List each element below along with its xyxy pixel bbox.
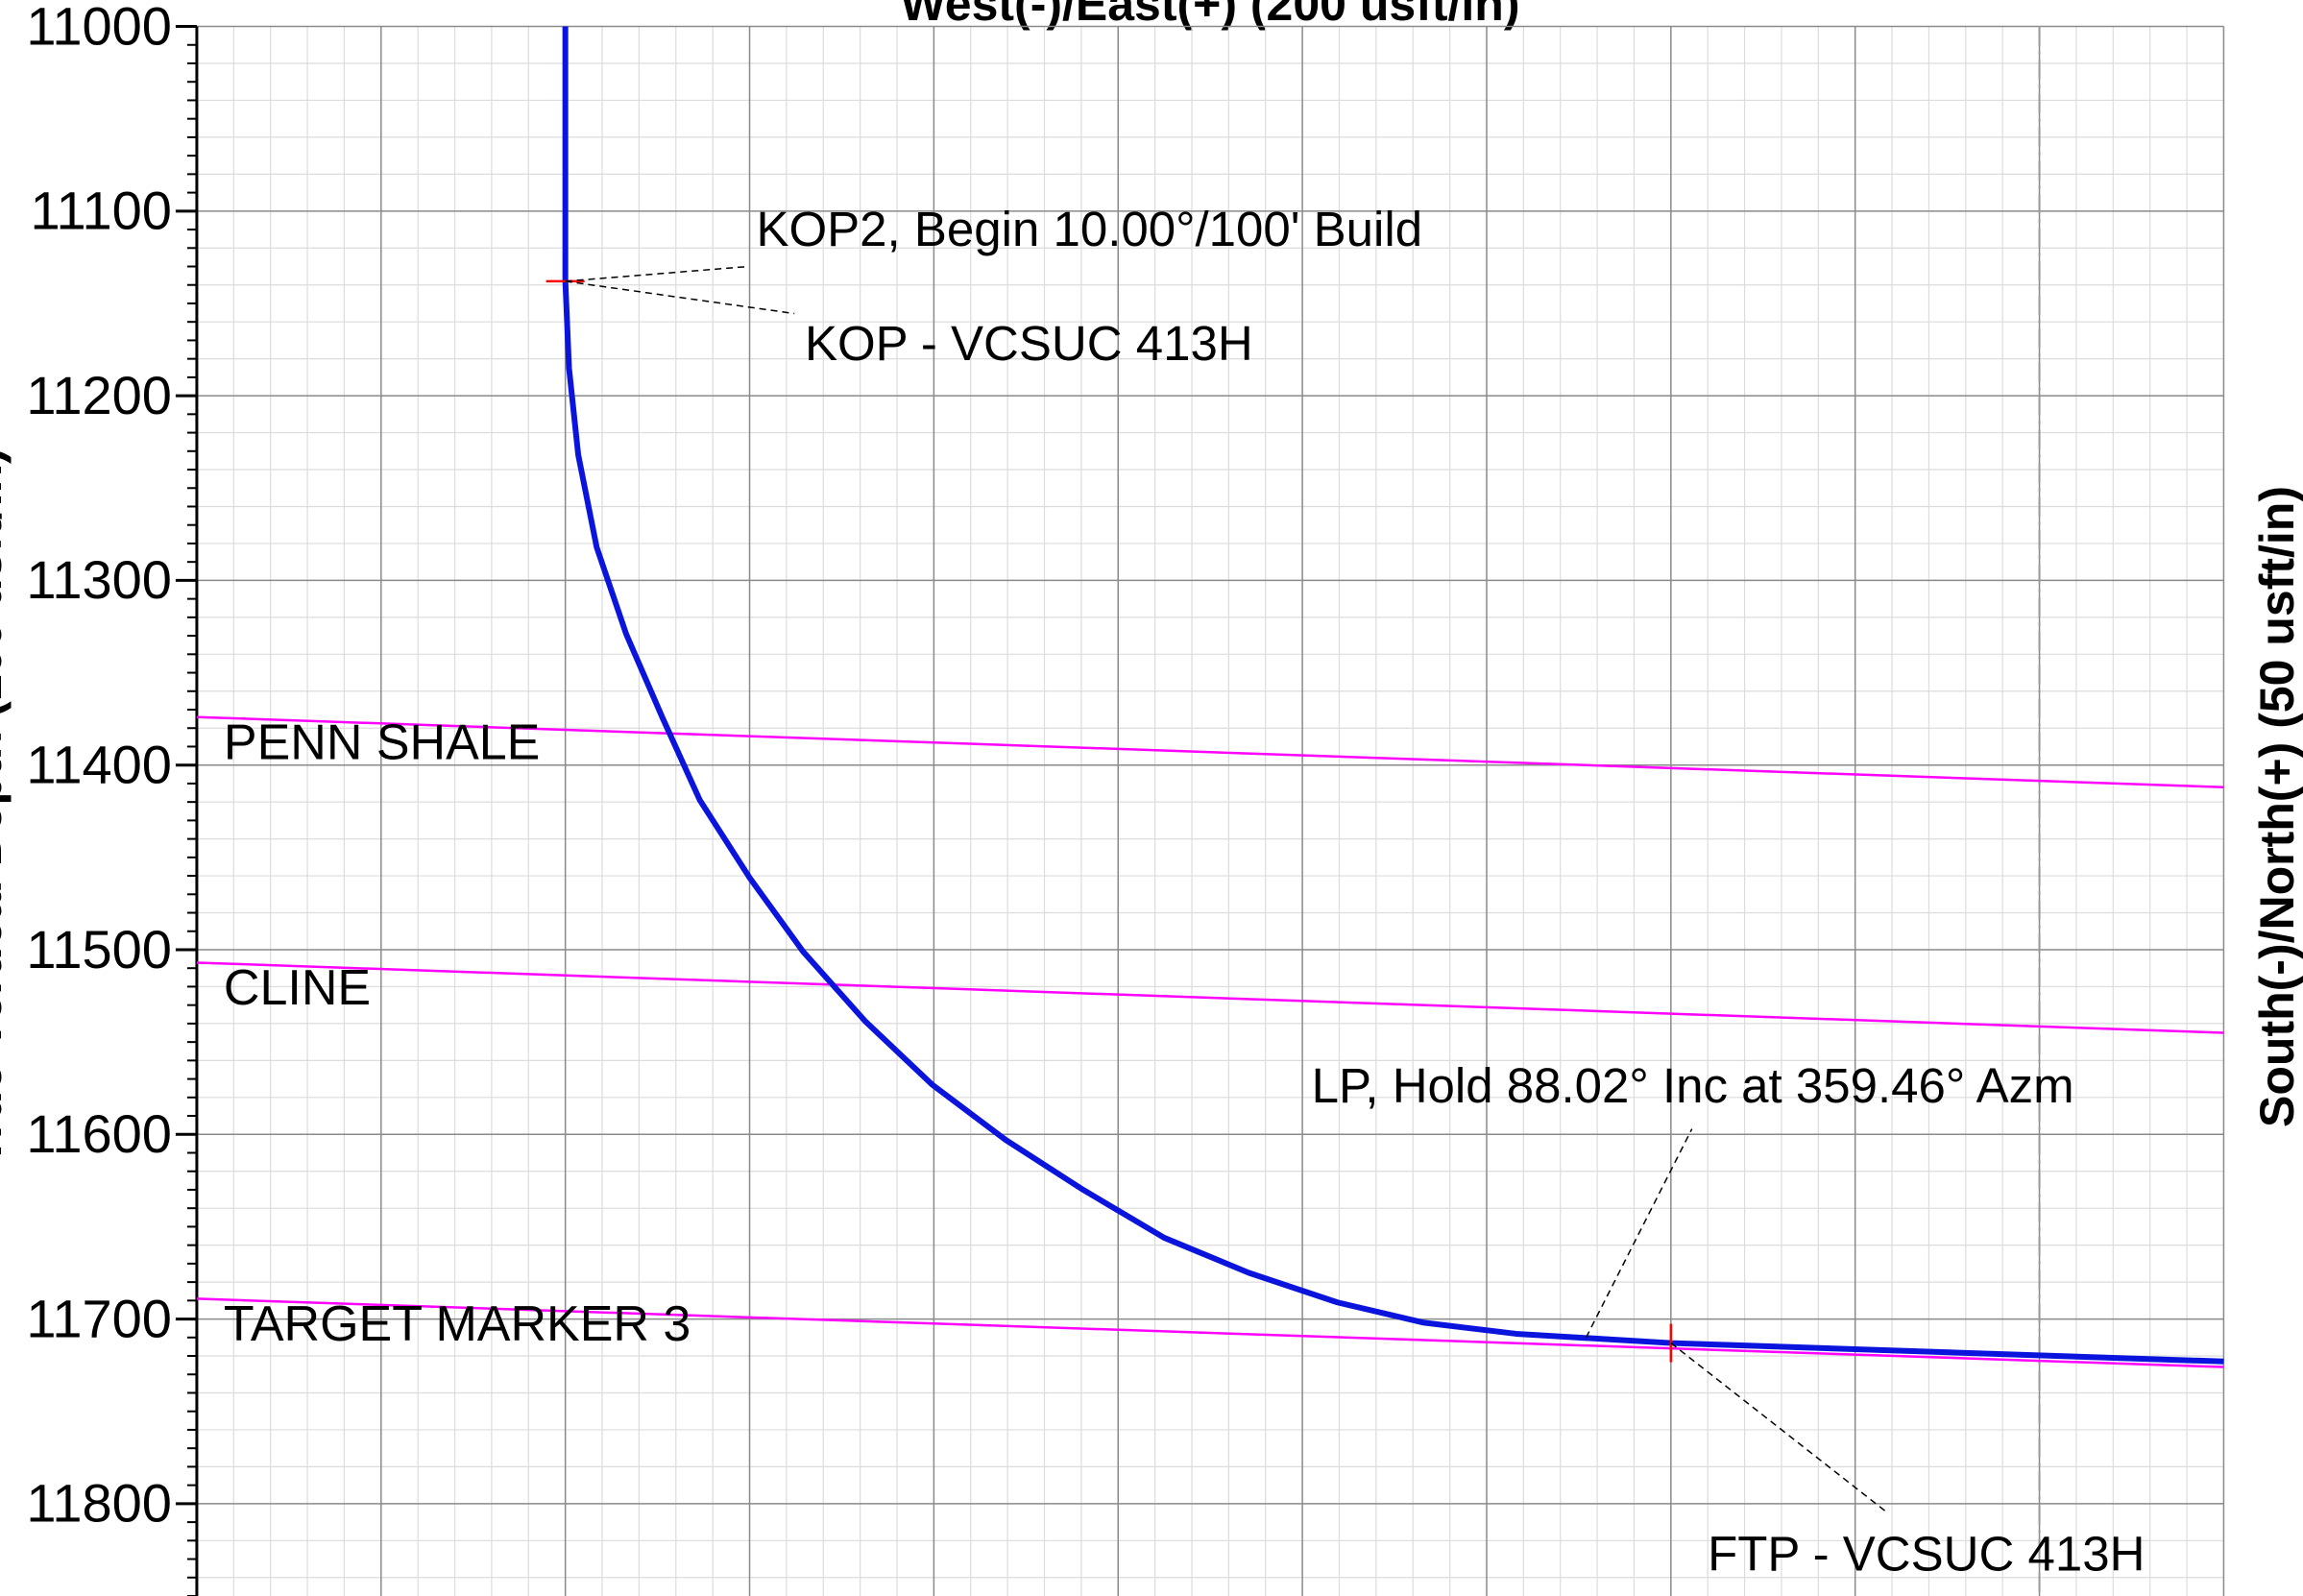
y-tick-label: 11300 <box>26 549 172 610</box>
formation-line <box>196 961 2224 1034</box>
annotation-label: LP, Hold 88.02° Inc at 359.46° Azm <box>1312 1058 2074 1113</box>
y2-axis-label: South(-)/North(+) (50 usft/in) <box>2250 486 2303 1127</box>
y-axis-label: True Vertical Depth (100 usft/in) <box>0 447 12 1165</box>
annotation-label: KOP - VCSUC 413H <box>805 316 1253 371</box>
y-tick-label: 11700 <box>26 1288 172 1348</box>
formation-line <box>196 1297 2224 1368</box>
y-tick-label: 11000 <box>26 0 172 56</box>
well-path <box>562 26 2224 1365</box>
y-tick-label: 11600 <box>26 1103 172 1164</box>
y-tick-label: 11400 <box>26 734 172 794</box>
formation-line <box>196 715 2224 789</box>
y-tick-label: 11800 <box>26 1473 172 1534</box>
y-tick-label: 11100 <box>31 181 172 241</box>
formation-label: TARGET MARKER 3 <box>224 1296 691 1352</box>
annotation-label: FTP - VCSUC 413H <box>1708 1526 2145 1581</box>
formation-label: PENN SHALE <box>224 714 540 770</box>
y-tick-label: 11200 <box>26 365 172 425</box>
leader-line <box>565 280 795 315</box>
formation-label: CLINE <box>224 960 371 1016</box>
y-tick-label: 11500 <box>26 919 172 979</box>
leader-line <box>565 265 748 282</box>
leader-line <box>1585 1128 1693 1339</box>
annotation-label: KOP2, Begin 10.00°/100' Build <box>756 202 1422 256</box>
plot-area <box>196 25 2225 1596</box>
